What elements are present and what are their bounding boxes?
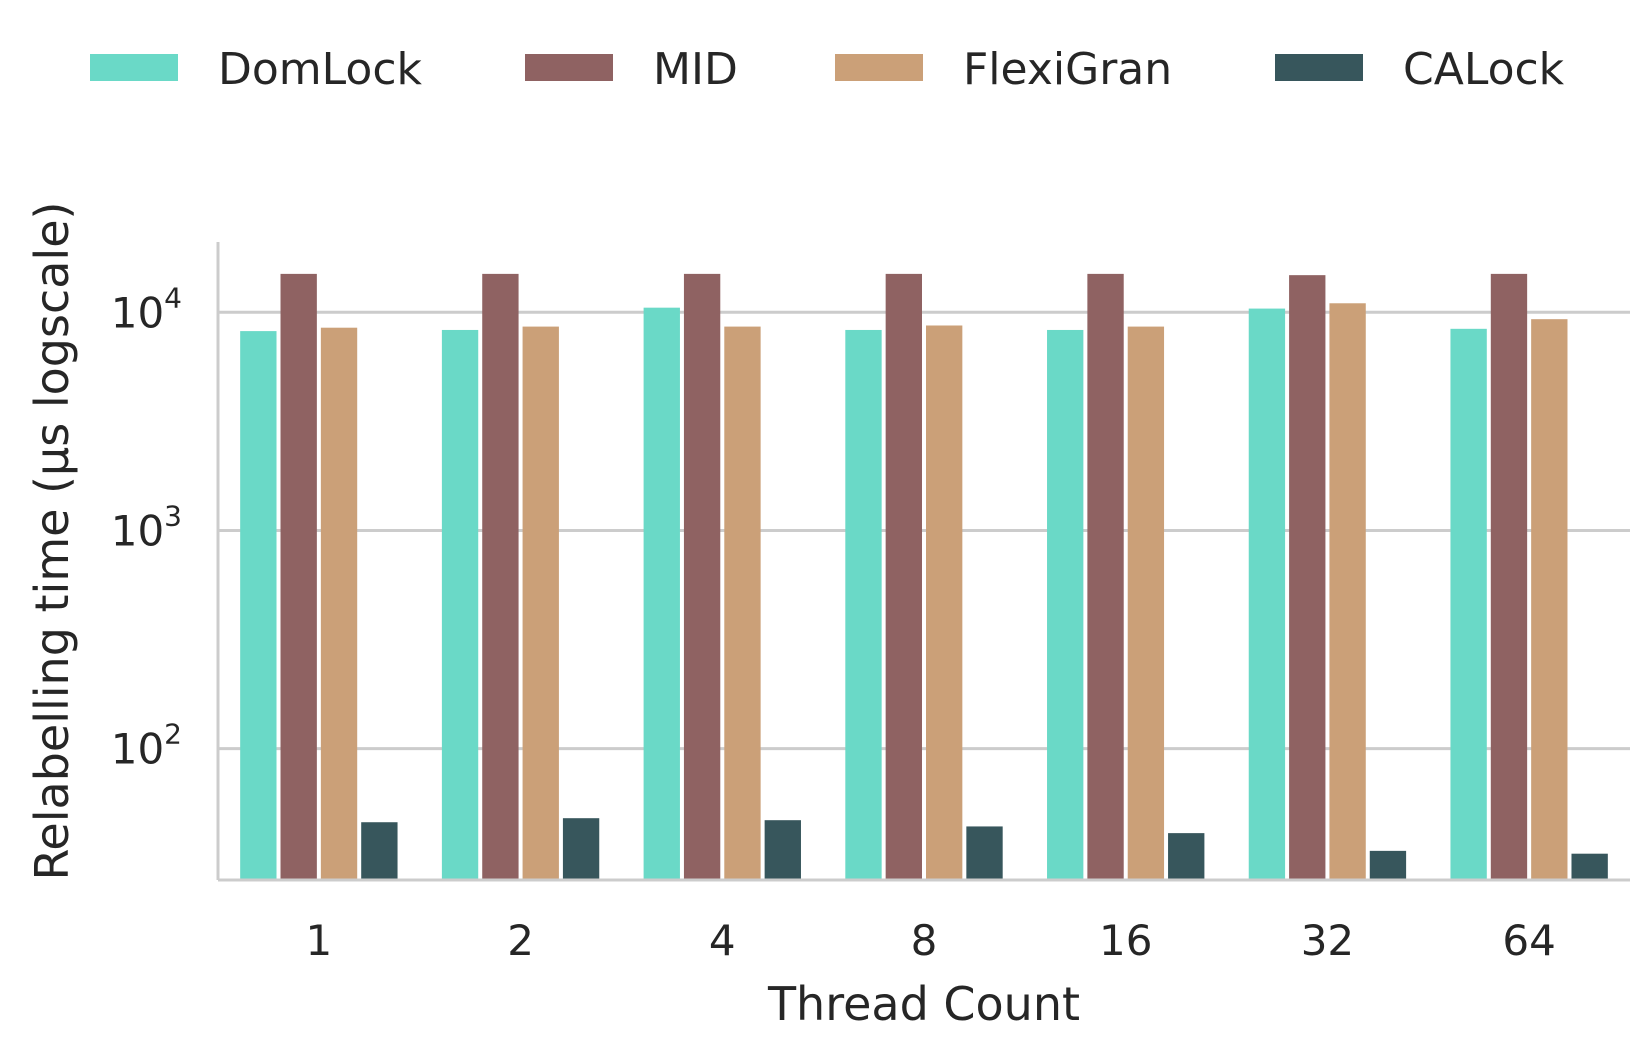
legend-swatch [1275, 54, 1363, 81]
bar-flexigran-2 [522, 326, 559, 880]
bar-mid-4 [683, 273, 721, 881]
bar-domlock-64 [1450, 328, 1487, 880]
y-tick-label: 104 [111, 281, 182, 337]
bar-mid-64 [1490, 273, 1528, 881]
legend-item-flexigran: FlexiGran [835, 44, 1172, 95]
bar-calock-1 [361, 822, 398, 880]
x-axis-label: Thread Count [767, 977, 1080, 1031]
y-grid [218, 310, 1630, 751]
legend-label: FlexiGran [963, 44, 1172, 95]
x-tick-label: 4 [709, 916, 736, 965]
bar-domlock-16 [1047, 329, 1084, 880]
bar-calock-64 [1571, 853, 1608, 880]
bar-calock-4 [764, 820, 801, 880]
bar-flexigran-32 [1329, 303, 1366, 880]
bar-domlock-1 [240, 331, 277, 880]
bar-calock-16 [1168, 833, 1205, 880]
y-tick-label: 103 [111, 499, 182, 555]
bar-calock-2 [562, 818, 600, 880]
bar-flexigran-8 [926, 325, 963, 880]
bar-mid-2 [482, 273, 519, 881]
x-tick-label: 1 [305, 916, 332, 965]
bar-domlock-2 [441, 329, 479, 880]
legend-label: CALock [1403, 44, 1565, 95]
bar-flexigran-4 [724, 326, 761, 880]
legend-swatch [835, 54, 923, 81]
bar-mid-1 [280, 273, 317, 881]
x-tick-label: 8 [911, 916, 938, 965]
axes [216, 242, 1630, 882]
bars [240, 273, 1608, 881]
bar-mid-32 [1289, 275, 1326, 881]
legend-swatch [525, 54, 613, 81]
legend: DomLock MID FlexiGran CALock [90, 44, 1565, 95]
x-tick-label: 32 [1301, 916, 1354, 965]
bar-mid-8 [885, 273, 922, 881]
bar-domlock-32 [1248, 308, 1286, 880]
bar-calock-8 [966, 826, 1003, 880]
x-tick-labels: 1 2 4 8 16 32 64 [305, 916, 1555, 965]
bar-calock-32 [1369, 850, 1407, 880]
x-tick-label: 64 [1502, 916, 1555, 965]
legend-label: MID [653, 44, 738, 95]
x-tick-label: 16 [1099, 916, 1152, 965]
bar-domlock-4 [643, 307, 680, 880]
y-tick-labels: 102 103 104 [111, 281, 182, 773]
legend-item-domlock: DomLock [90, 44, 423, 95]
bar-domlock-8 [845, 329, 882, 880]
y-axis-label: Relabelling time (μs logscale) [25, 202, 79, 881]
bar-flexigran-64 [1531, 319, 1568, 880]
legend-item-calock: CALock [1275, 44, 1565, 95]
legend-swatch [90, 54, 178, 81]
bar-flexigran-1 [320, 327, 358, 880]
x-tick-label: 2 [507, 916, 534, 965]
legend-label: DomLock [218, 44, 423, 95]
y-tick-label: 102 [111, 718, 182, 774]
legend-item-mid: MID [525, 44, 738, 95]
bar-flexigran-16 [1127, 326, 1165, 880]
bar-mid-16 [1087, 273, 1124, 881]
